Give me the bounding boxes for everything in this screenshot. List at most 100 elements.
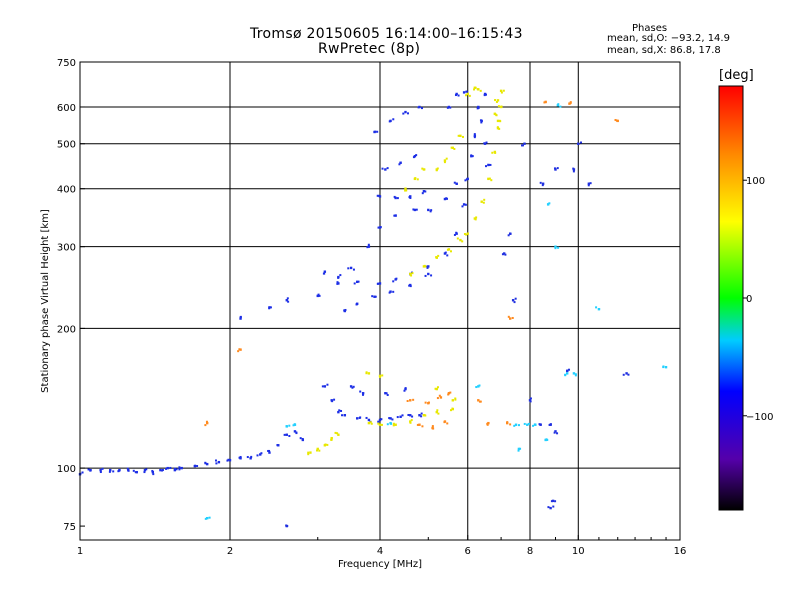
data-point [99, 468, 102, 472]
data-point [365, 416, 368, 419]
data-point [321, 385, 324, 388]
data-point [388, 291, 391, 294]
data-point [374, 295, 377, 298]
data-point [367, 418, 371, 422]
data-point [126, 467, 129, 470]
data-point [392, 422, 395, 425]
data-point [420, 415, 423, 418]
data-point [287, 300, 290, 303]
data-point [384, 168, 387, 171]
data-point [286, 524, 289, 527]
data-point [409, 420, 412, 423]
data-point [340, 409, 343, 412]
data-point [250, 455, 253, 458]
data-point [194, 464, 197, 467]
data-point [565, 372, 569, 375]
data-point [526, 423, 529, 426]
data-point [479, 400, 482, 403]
data-point [379, 226, 382, 229]
data-point [343, 309, 346, 312]
data-point [517, 449, 520, 452]
data-point [349, 266, 353, 270]
data-point [362, 393, 365, 396]
data-point [435, 410, 438, 414]
data-point [267, 449, 270, 452]
data-point [285, 425, 288, 428]
phases-mean-o: mean, sd,O: −93.2, 14.9 [607, 33, 730, 44]
data-point [554, 245, 557, 248]
data-point [451, 146, 455, 149]
data-point [378, 423, 382, 426]
data-point [423, 264, 426, 267]
data-point [365, 372, 368, 375]
data-point [483, 198, 486, 201]
data-point [556, 104, 560, 107]
data-point [455, 231, 458, 234]
data-point [514, 297, 517, 300]
x-tick-label: 8 [527, 546, 533, 557]
data-point [485, 165, 488, 168]
data-point [337, 433, 340, 436]
data-point [461, 205, 464, 208]
data-point [527, 422, 530, 425]
data-point [292, 424, 295, 427]
data-point [337, 282, 340, 285]
data-point [614, 118, 617, 121]
data-point [175, 468, 178, 471]
data-point [392, 290, 395, 293]
data-point [351, 386, 354, 389]
data-point [483, 142, 486, 145]
data-point [196, 465, 199, 468]
data-point [462, 203, 466, 206]
data-point [108, 470, 111, 473]
data-point [595, 306, 598, 309]
data-point [548, 202, 551, 205]
data-point [543, 101, 546, 104]
data-point [361, 392, 365, 395]
data-point [398, 163, 401, 166]
data-point [316, 447, 319, 451]
data-point [496, 119, 500, 123]
data-point [367, 421, 371, 425]
data-point [478, 384, 481, 387]
data-point [369, 421, 372, 424]
data-point [204, 461, 207, 464]
data-point [568, 102, 571, 105]
data-point [87, 468, 90, 471]
data-point [411, 415, 414, 418]
data-point [239, 457, 242, 460]
data-point [388, 120, 391, 123]
data-point [409, 285, 412, 288]
data-point [514, 423, 518, 426]
data-point [461, 240, 464, 243]
data-point [326, 383, 329, 386]
data-point [178, 466, 181, 469]
data-point [393, 214, 396, 217]
data-point [117, 470, 120, 473]
x-tick-label: 1 [77, 546, 83, 557]
data-point [420, 412, 423, 415]
data-point [454, 397, 457, 400]
data-point [466, 92, 469, 96]
data-point [404, 387, 407, 390]
data-point [371, 295, 374, 298]
data-point [449, 391, 452, 394]
data-point [495, 114, 498, 117]
data-point [215, 462, 218, 465]
y-tick-label: 750 [57, 58, 76, 69]
data-point [463, 233, 466, 236]
data-point [451, 407, 454, 410]
data-point [379, 375, 382, 378]
data-point [456, 237, 459, 240]
data-point [394, 196, 397, 200]
data-point [386, 167, 389, 170]
data-point [489, 163, 492, 166]
data-point [376, 130, 379, 133]
colorbar-tick-label: 100 [746, 176, 765, 187]
data-point [366, 246, 369, 249]
data-point [407, 413, 410, 416]
data-point [388, 417, 391, 420]
data-point [430, 274, 433, 277]
chart-title-line2: RwPretec (8p) [318, 41, 421, 57]
data-point [439, 396, 443, 399]
